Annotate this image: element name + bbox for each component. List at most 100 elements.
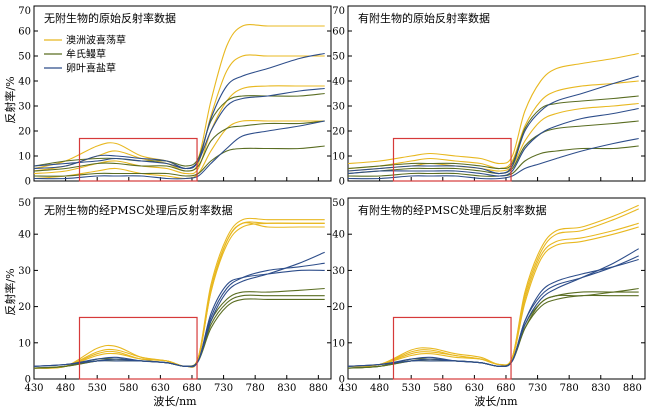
- highlight-box: [78, 316, 198, 380]
- series-line-blue: [348, 137, 639, 180]
- x-tick-label: 730: [528, 383, 547, 394]
- series-line-blue: [34, 87, 325, 170]
- y-tick-label: 40: [332, 77, 345, 88]
- series-line-green: [348, 291, 639, 369]
- y-tick-label: 30: [332, 266, 345, 277]
- x-tick-label: 430: [338, 383, 357, 394]
- y-tick-label: 40: [18, 230, 31, 241]
- y-tick-label: 20: [332, 127, 345, 138]
- x-tick-label: 780: [246, 383, 265, 394]
- x-tick-label: 830: [591, 383, 610, 394]
- series-line-green: [348, 95, 639, 170]
- y-tick-label: 0: [25, 177, 31, 188]
- highlight-box: [78, 137, 198, 182]
- series-line-green: [34, 294, 325, 369]
- y-tick-label: 50: [18, 52, 31, 63]
- x-tick-label: 780: [560, 383, 579, 394]
- legend-label: 卵叶喜盐草: [66, 62, 116, 75]
- y-tick-label: 20: [18, 302, 31, 313]
- series-line-blue: [348, 75, 639, 175]
- plot-frame: [347, 197, 646, 380]
- series-line-blue: [34, 251, 325, 367]
- panel-pmsc-no-epiphytes: 0 10 20 30 40 50 430 480 530 580 630 680 730 780 830 88…: [18, 197, 332, 394]
- series-line-blue: [34, 269, 325, 368]
- series-line-yellow: [34, 85, 325, 175]
- panel-title: 有附生物的经PMSC处理后反射率数据: [358, 203, 547, 217]
- y-tick-label: 40: [18, 77, 31, 88]
- series-line-yellow: [348, 222, 639, 367]
- series-line-yellow: [348, 226, 639, 367]
- series-group: [348, 52, 639, 180]
- x-axis-label-right: 波长/nm: [474, 395, 518, 408]
- series-line-blue: [348, 248, 639, 367]
- x-tick-label: 830: [277, 383, 296, 394]
- panel-raw-no-epiphytes: 0 10 20 30 40 50 60 70 无附生物的原始反射率数据澳洲波喜荡草牟氏鳗草卵叶喜…: [18, 5, 332, 188]
- y-tick-label: 10: [332, 152, 345, 163]
- series-line-green: [348, 287, 639, 369]
- series-line-green: [34, 298, 325, 369]
- y-tick-label: 30: [18, 102, 31, 113]
- y-tick-label: 10: [332, 338, 345, 349]
- series-group: [34, 23, 325, 180]
- plot-frame: [347, 5, 646, 182]
- highlight-box: [392, 137, 512, 182]
- series-line-yellow: [348, 52, 639, 165]
- y-tick-label: 0: [339, 375, 345, 386]
- series-group: [34, 217, 325, 369]
- x-tick-label: 730: [214, 383, 233, 394]
- y-axis-label-top: 反射率/%: [3, 76, 17, 123]
- y-tick-label: 10: [18, 338, 31, 349]
- y-tick-label: 60: [332, 27, 345, 38]
- x-tick-label: 630: [151, 383, 170, 394]
- y-tick-label: 50: [332, 52, 345, 63]
- highlight-box: [392, 316, 512, 380]
- x-tick-label: 880: [309, 383, 328, 394]
- panel-title: 有附生物的原始反射率数据: [358, 11, 490, 25]
- panel-title: 无附生物的原始反射率数据: [44, 11, 176, 25]
- x-tick-label: 530: [88, 383, 107, 394]
- y-tick-label: 30: [332, 102, 345, 113]
- series-line-green: [348, 294, 639, 369]
- panel-pmsc-with-epiphytes: 0 10 20 30 40 50 430 480 530 580 630 680 730 780 830 88…: [332, 197, 646, 394]
- x-tick-label: 630: [465, 383, 484, 394]
- series-line-blue: [348, 107, 639, 177]
- x-tick-label: 580: [119, 383, 138, 394]
- y-tick-label: 0: [25, 375, 31, 386]
- series-line-yellow: [348, 80, 639, 170]
- series-line-yellow: [34, 217, 325, 369]
- series-line-green: [34, 120, 325, 172]
- y-tick-label: 70: [18, 6, 31, 17]
- series-line-blue: [34, 262, 325, 368]
- series-line-yellow: [348, 102, 639, 172]
- y-axis-label-bottom: 反射率/%: [3, 268, 17, 315]
- series-line-blue: [34, 120, 325, 180]
- x-tick-label: 530: [402, 383, 421, 394]
- x-tick-label: 480: [370, 383, 389, 394]
- series-line-blue: [348, 258, 639, 367]
- y-tick-label: 0: [339, 177, 345, 188]
- x-tick-label: 430: [24, 383, 43, 394]
- plot-frame: [33, 197, 332, 380]
- y-tick-label: 70: [332, 6, 345, 17]
- series-line-green: [34, 287, 325, 369]
- x-tick-label: 680: [496, 383, 515, 394]
- panel-raw-with-epiphytes: 0 10 20 30 40 50 60 70 有附生物的原始反射率数据: [332, 5, 646, 188]
- x-axis-label-left: 波长/nm: [153, 395, 197, 408]
- x-tick-label: 880: [623, 383, 642, 394]
- series-line-yellow: [34, 221, 325, 369]
- x-tick-label: 680: [182, 383, 201, 394]
- y-tick-label: 60: [18, 27, 31, 38]
- series-line-yellow: [348, 208, 639, 367]
- panel-title: 无附生物的经PMSC处理后反射率数据: [44, 203, 233, 217]
- series-line-blue: [34, 52, 325, 170]
- y-tick-label: 20: [332, 302, 345, 313]
- y-tick-label: 50: [332, 198, 345, 209]
- y-tick-label: 40: [332, 230, 345, 241]
- y-tick-label: 20: [18, 127, 31, 138]
- legend-label: 牟氏鳗草: [66, 48, 106, 61]
- x-tick-label: 480: [56, 383, 75, 394]
- y-tick-label: 30: [18, 266, 31, 277]
- y-tick-label: 50: [18, 198, 31, 209]
- legend-label: 澳洲波喜荡草: [66, 34, 126, 47]
